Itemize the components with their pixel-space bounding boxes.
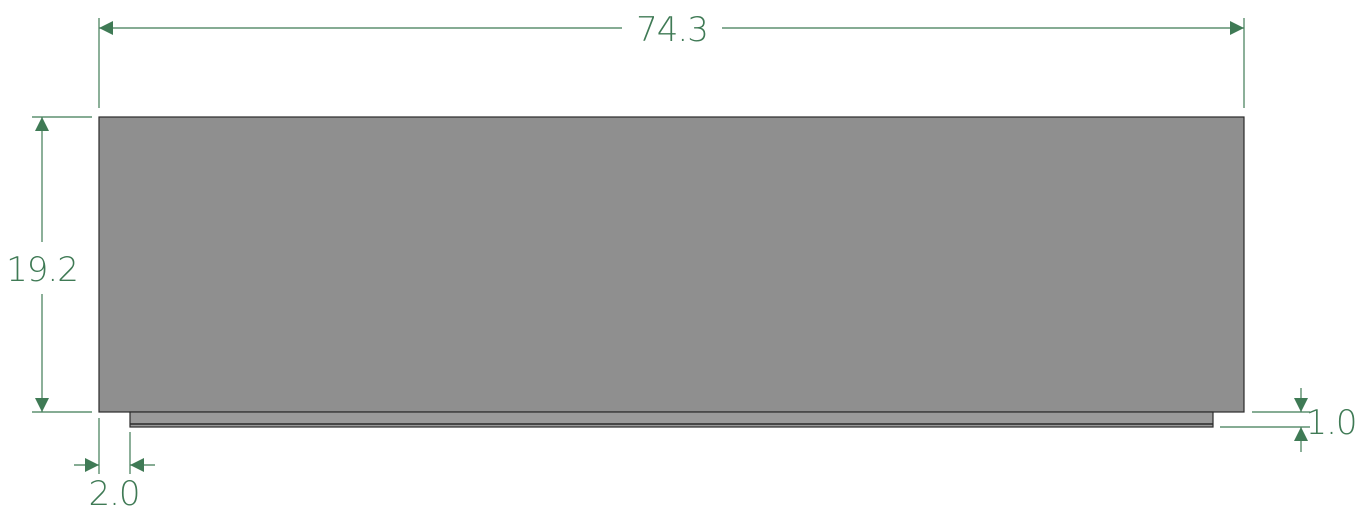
width-dimension: [98, 18, 1245, 108]
offset-dimension: [74, 418, 155, 474]
main-body: [98, 116, 1245, 413]
offset-label: 2.0: [88, 474, 139, 511]
thickness-label: 1.0: [1305, 403, 1356, 443]
height-label: 19.2: [6, 250, 78, 290]
height-dimension: [32, 116, 92, 413]
width-label: 74.3: [636, 10, 708, 50]
thickness-dimension: [1220, 388, 1310, 452]
